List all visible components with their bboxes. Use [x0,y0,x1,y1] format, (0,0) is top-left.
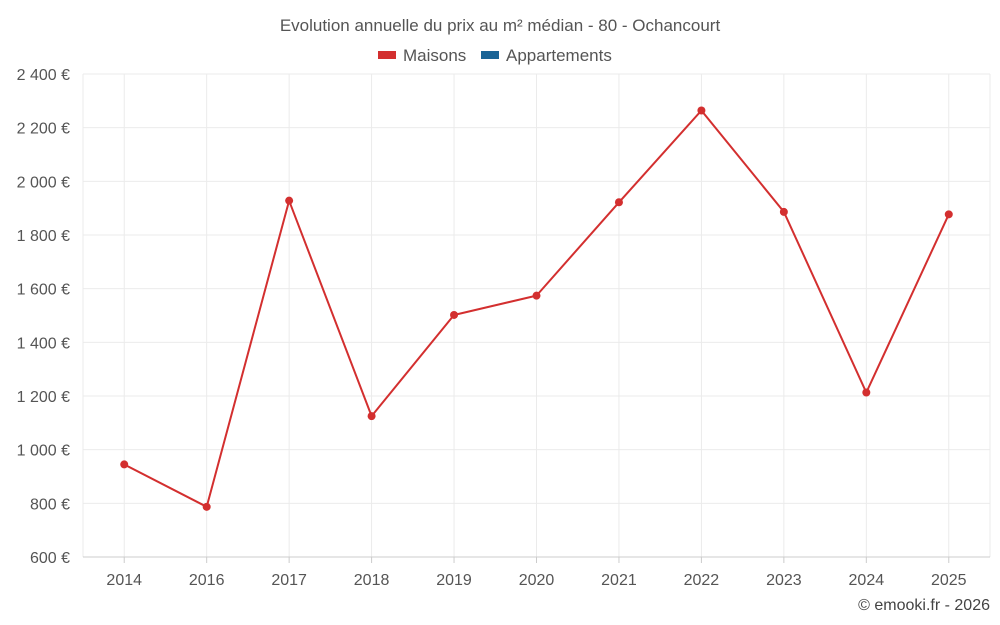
y-tick-label: 2 000 € [17,174,70,191]
y-tick-label: 1 000 € [17,443,70,460]
y-tick-label: 1 400 € [17,335,70,352]
x-tick-label: 2020 [519,572,555,589]
x-tick-label: 2017 [271,572,307,589]
data-point[interactable] [614,198,623,207]
data-point[interactable] [532,291,541,300]
y-tick-label: 1 200 € [17,389,70,406]
y-tick-label: 2 400 € [17,67,70,84]
x-tick-label: 2023 [766,572,802,589]
x-tick-label: 2025 [931,572,967,589]
chart-title: Evolution annuelle du prix au m² médian … [280,16,721,35]
x-tick-label: 2022 [684,572,720,589]
series-layer [120,106,953,511]
data-point[interactable] [120,460,129,469]
data-point[interactable] [697,106,706,115]
x-tick-label: 2016 [189,572,225,589]
x-tick-label: 2014 [106,572,142,589]
y-axis: 600 € 800 € 1 000 € 1 200 € 1 400 € 1 600 € 1 … [17,67,70,567]
y-tick-label: 2 200 € [17,121,70,138]
data-point[interactable] [202,502,211,511]
y-tick-label: 1 800 € [17,228,70,245]
x-tick-label: 2018 [354,572,390,589]
copyright-footer: © emooki.fr - 2026 [858,597,990,614]
y-tick-label: 800 € [30,496,70,513]
legend: Maisons Appartements [378,46,612,65]
y-tick-label: 600 € [30,550,70,567]
legend-label-maisons[interactable]: Maisons [403,46,466,65]
legend-swatch-appartements[interactable] [481,51,499,59]
y-tick-label: 1 600 € [17,282,70,299]
data-point[interactable] [285,196,294,205]
data-point[interactable] [779,207,788,216]
x-tick-label: 2021 [601,572,637,589]
legend-label-appartements[interactable]: Appartements [506,46,612,65]
x-tick-label: 2024 [849,572,885,589]
x-axis: 2014 2016 2017 2018 2019 2020 2021 2022 2023 2024… [106,557,967,589]
x-tick-label: 2019 [436,572,472,589]
data-point[interactable] [944,210,953,219]
legend-swatch-maisons[interactable] [378,51,396,59]
grid [82,73,991,558]
data-point[interactable] [862,388,871,397]
data-point[interactable] [367,412,376,421]
data-point[interactable] [450,310,459,319]
